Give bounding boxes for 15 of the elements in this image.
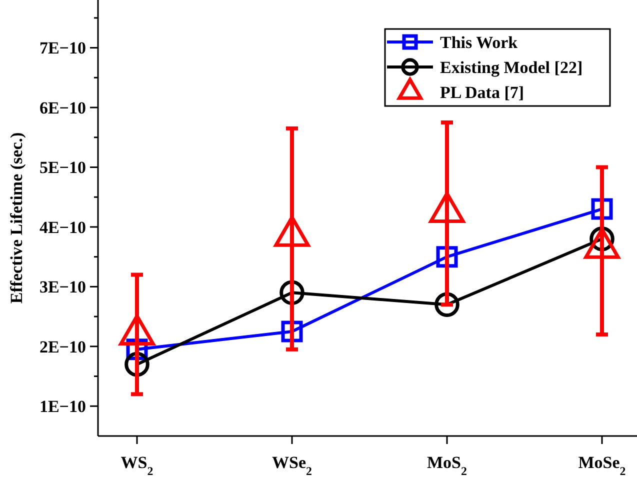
y-tick-label: 3E−10 — [39, 278, 86, 297]
x-tick-label: MoS$_{2}$ — [427, 453, 468, 478]
y-tick-label: 5E−10 — [39, 158, 86, 178]
legend-label: This Work — [440, 32, 518, 52]
x-tick-label: MoSe$_{2}$ — [578, 453, 626, 478]
y-tick-label: 2E−10 — [39, 337, 86, 356]
y-tick-label: 1E−10 — [39, 397, 86, 416]
x-tick-label: WS$_{2}$ — [120, 453, 154, 478]
y-tick-label: 7E−10 — [39, 38, 86, 58]
y-axis-title: Effective Lifetime (sec.) — [7, 132, 26, 304]
legend-label: PL Data [7] — [440, 82, 524, 102]
x-tick-label: WSe$_{2}$ — [272, 453, 312, 478]
legend-label: Existing Model [22] — [440, 58, 583, 77]
y-tick-label: 6E−10 — [39, 98, 86, 118]
y-tick-label: 4E−10 — [39, 218, 86, 237]
